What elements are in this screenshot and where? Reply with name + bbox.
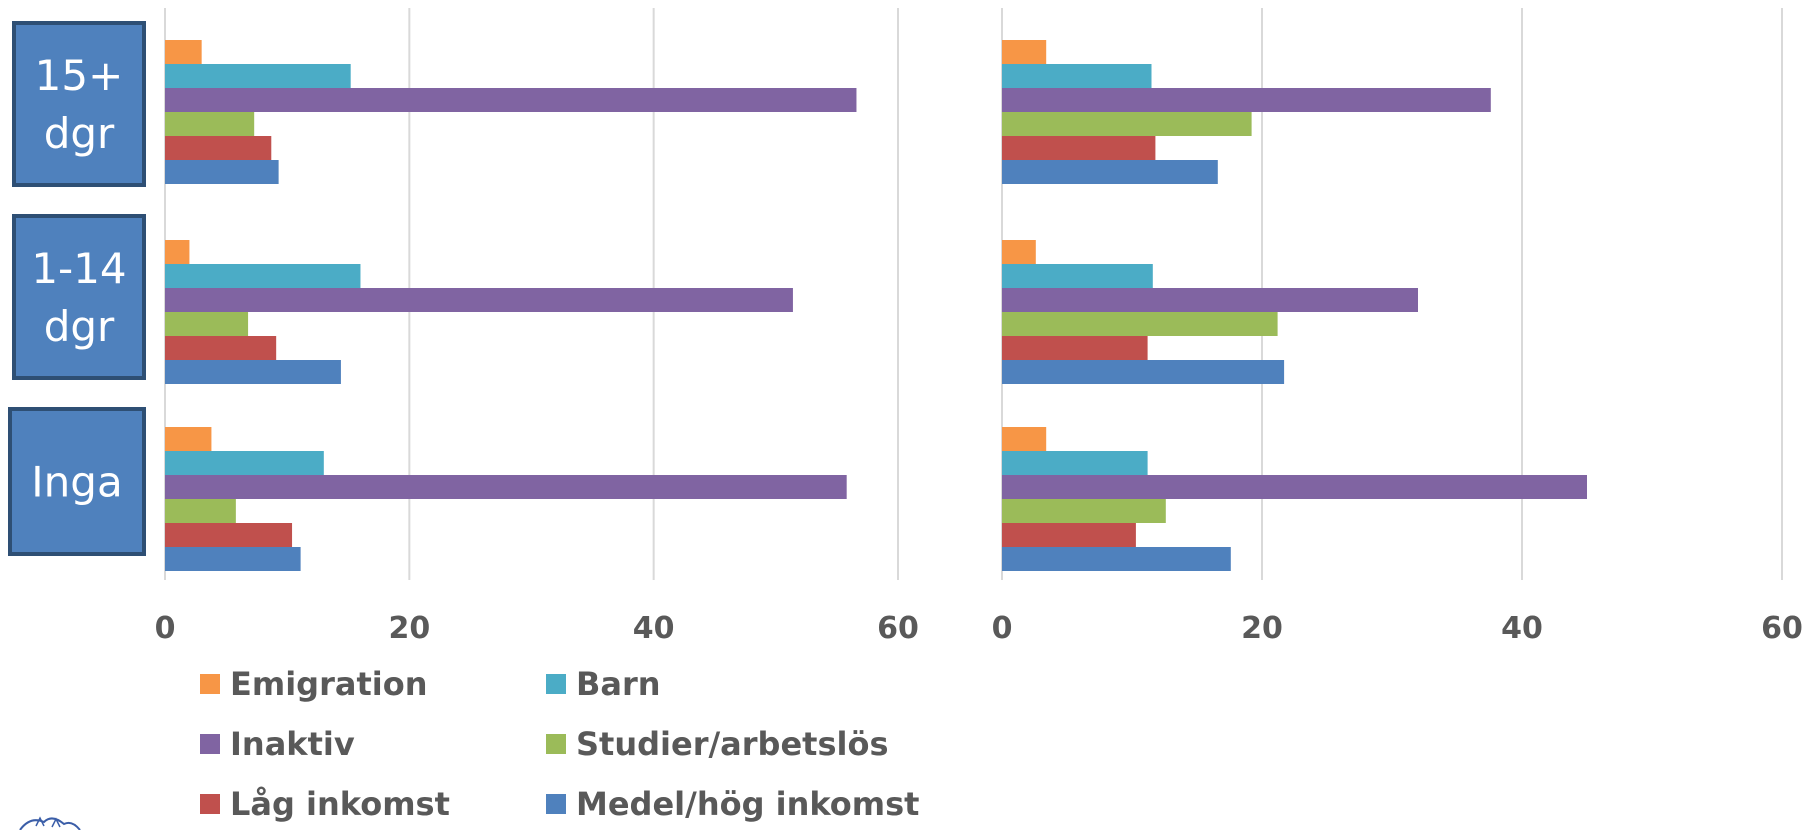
bar-15-dgr-inaktiv (1002, 88, 1491, 112)
bar-inga-studier-arbetsl-s (1002, 499, 1166, 523)
x-tick-label: 40 (1501, 611, 1543, 646)
legend-item-studier-arbetsl-s: Studier/arbetslös (546, 725, 889, 763)
bar-1-14-dgr-inaktiv (1002, 288, 1418, 312)
bar-inga-l-g-inkomst (1002, 523, 1136, 547)
bar-15-dgr-l-g-inkomst (1002, 136, 1156, 160)
legend-item-medel-h-g-inkomst: Medel/hög inkomst (546, 785, 919, 823)
category-label: dgr (44, 109, 115, 158)
bar-inga-l-g-inkomst (165, 523, 293, 547)
logo-icon (19, 816, 81, 830)
bar-1-14-dgr-studier-arbetsl-s (165, 312, 249, 336)
legend-swatch (546, 674, 566, 694)
legend-label: Barn (576, 665, 661, 703)
bar-15-dgr-studier-arbetsl-s (1002, 112, 1252, 136)
category-label: dgr (44, 302, 115, 351)
legend-label: Studier/arbetslös (576, 725, 889, 763)
bar-1-14-dgr-inaktiv (165, 288, 793, 312)
legend-item-l-g-inkomst: Låg inkomst (200, 785, 450, 823)
bar-15-dgr-studier-arbetsl-s (165, 112, 255, 136)
category-box-15-dgr: 15+ dgr (12, 21, 146, 187)
bar-15-dgr-l-g-inkomst (165, 136, 272, 160)
bar-inga-emigration (165, 427, 212, 451)
legend-item-emigration: Emigration (200, 665, 427, 703)
bar-inga-studier-arbetsl-s (165, 499, 236, 523)
x-tick-label: 0 (155, 611, 176, 646)
bar-1-14-dgr-emigration (165, 240, 190, 264)
bar-1-14-dgr-barn (165, 264, 361, 288)
legend-label: Låg inkomst (230, 785, 450, 823)
bar-1-14-dgr-studier-arbetsl-s (1002, 312, 1278, 336)
bar-15-dgr-inaktiv (165, 88, 857, 112)
legend-swatch (546, 794, 566, 814)
legend-label: Inaktiv (230, 725, 355, 763)
bar-inga-medel-h-g-inkomst (1002, 547, 1231, 571)
bar-inga-barn (1002, 451, 1148, 475)
bar-15-dgr-medel-h-g-inkomst (1002, 160, 1218, 184)
bar-15-dgr-medel-h-g-inkomst (165, 160, 279, 184)
bar-15-dgr-emigration (165, 40, 202, 64)
legend-swatch (546, 734, 566, 754)
bar-15-dgr-barn (1002, 64, 1152, 88)
legend-label: Emigration (230, 665, 427, 703)
right-bar-chart: 0 20 40 60 (992, 8, 1803, 646)
bar-inga-barn (165, 451, 324, 475)
category-label: Inga (31, 458, 122, 507)
bar-1-14-dgr-barn (1002, 264, 1153, 288)
left-bar-chart: 0 20 40 60 (155, 8, 919, 646)
x-tick-label: 0 (992, 611, 1013, 646)
x-tick-label: 60 (1761, 611, 1803, 646)
bar-inga-emigration (1002, 427, 1047, 451)
legend-swatch (200, 674, 220, 694)
legend-item-barn: Barn (546, 665, 661, 703)
legend-swatch (200, 734, 220, 754)
bar-1-14-dgr-medel-h-g-inkomst (1002, 360, 1285, 384)
x-tick-label: 20 (388, 611, 430, 646)
legend-swatch (200, 794, 220, 814)
bar-1-14-dgr-l-g-inkomst (165, 336, 277, 360)
category-label: 15+ (35, 51, 124, 100)
category-box-inga: Inga (8, 407, 146, 556)
x-tick-label: 20 (1241, 611, 1283, 646)
category-box-1-14-dgr: 1-14 dgr (12, 214, 146, 380)
bar-inga-inaktiv (1002, 475, 1587, 499)
legend-label: Medel/hög inkomst (576, 785, 919, 823)
x-tick-label: 60 (877, 611, 919, 646)
bar-inga-inaktiv (165, 475, 847, 499)
bar-1-14-dgr-emigration (1002, 240, 1036, 264)
bar-1-14-dgr-medel-h-g-inkomst (165, 360, 341, 384)
bar-inga-medel-h-g-inkomst (165, 547, 301, 571)
category-boxes: 15+ dgr 1-14 dgr Inga (8, 21, 146, 556)
bar-1-14-dgr-l-g-inkomst (1002, 336, 1148, 360)
legend: Emigration Barn Inaktiv Studier/arbetslös Lå… (200, 665, 919, 823)
bar-15-dgr-barn (165, 64, 351, 88)
bar-15-dgr-emigration (1002, 40, 1047, 64)
legend-item-inaktiv: Inaktiv (200, 725, 355, 763)
category-label: 1-14 (31, 244, 126, 293)
x-tick-label: 40 (633, 611, 675, 646)
